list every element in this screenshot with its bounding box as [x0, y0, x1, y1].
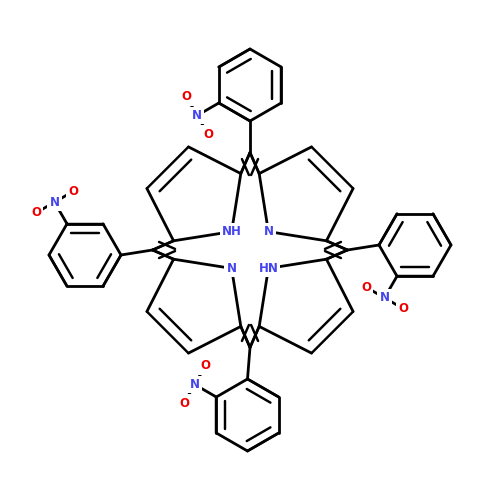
Text: O: O	[203, 128, 213, 140]
Text: O: O	[200, 360, 210, 372]
Text: N: N	[50, 196, 59, 208]
Text: NH: NH	[222, 225, 242, 238]
Text: O: O	[182, 90, 192, 104]
Text: HN: HN	[258, 262, 278, 275]
Text: O: O	[179, 396, 189, 409]
Text: O: O	[361, 280, 371, 293]
Text: O: O	[398, 302, 408, 315]
Text: N: N	[226, 262, 236, 275]
Text: N: N	[190, 378, 200, 391]
Text: N: N	[380, 292, 390, 304]
Text: N: N	[264, 225, 274, 238]
Text: N: N	[192, 109, 202, 122]
Text: O: O	[31, 206, 41, 220]
Text: O: O	[68, 185, 78, 198]
